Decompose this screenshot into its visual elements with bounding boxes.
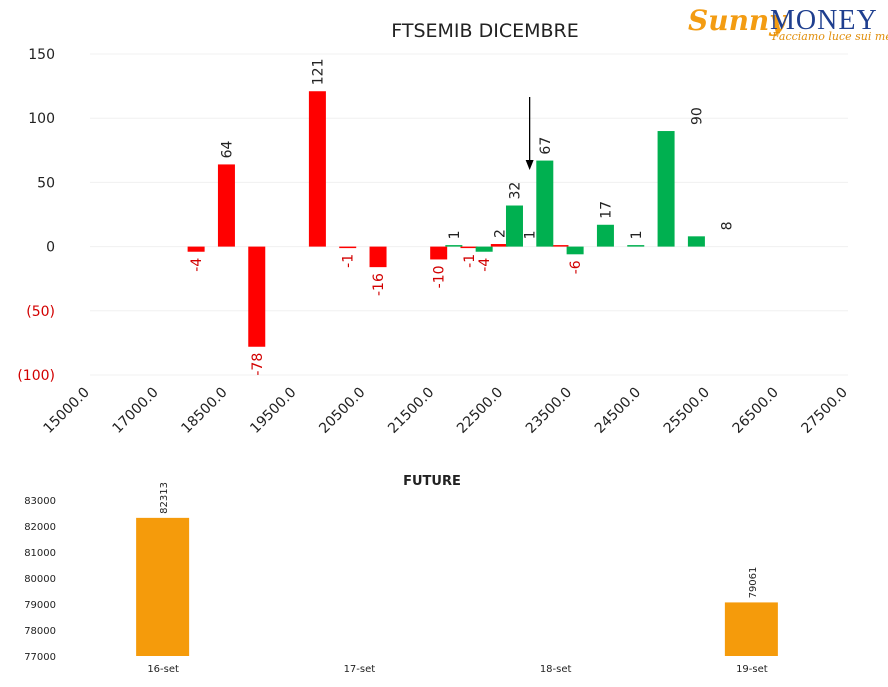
future-data-labels: 82313 79061 (159, 482, 759, 598)
main-data-label: 1 (523, 230, 539, 239)
future-x-tick-label: 18-set (540, 664, 572, 675)
main-bar (475, 246, 493, 252)
main-x-tick-label: 23500.0 (523, 385, 575, 437)
main-bar (248, 246, 266, 347)
future-data-label: 82313 (159, 482, 170, 514)
main-bar (217, 164, 235, 247)
main-bar (339, 246, 357, 249)
main-data-label: -10 (432, 265, 448, 288)
main-y-tick-label: 50 (37, 175, 55, 191)
main-y-tick-label: 150 (28, 47, 55, 63)
main-bar (627, 245, 645, 247)
down-arrow-icon (525, 97, 534, 170)
future-bars (136, 517, 778, 656)
main-bar (551, 245, 569, 247)
logo-tagline: Facciamo luce sui mercati (772, 30, 888, 43)
main-data-label: 17 (598, 201, 614, 219)
future-y-tick-label: 82000 (24, 522, 56, 533)
future-x-axis: 16-set 17-set 18-set 19-set (147, 664, 767, 675)
main-y-tick-label: 100 (28, 111, 55, 127)
future-y-tick-label: 81000 (24, 548, 56, 559)
future-y-tick-label: 77000 (24, 652, 56, 663)
main-data-label: 90 (689, 107, 705, 125)
future-y-axis: 83000 82000 81000 80000 79000 78000 77000 (24, 496, 56, 663)
main-bar (430, 246, 448, 260)
main-data-label: -6 (568, 260, 584, 274)
main-x-tick-label: 27500.0 (799, 385, 851, 437)
arrow-head (525, 160, 534, 170)
main-x-tick-label: 21500.0 (385, 385, 437, 437)
future-y-tick-label: 80000 (24, 574, 56, 585)
future-bar (136, 517, 190, 656)
main-x-tick-label: 25500.0 (661, 385, 713, 437)
main-data-label: 1 (629, 230, 645, 239)
main-gridlines (90, 53, 848, 376)
main-bar (566, 246, 584, 255)
future-y-tick-label: 79000 (24, 600, 56, 611)
main-data-label: 64 (219, 141, 235, 159)
main-chart-title: FTSEMIB DICEMBRE (391, 20, 578, 42)
main-data-label: -1 (462, 254, 478, 268)
future-chart-title: FUTURE (403, 474, 461, 489)
main-bar (536, 160, 554, 247)
main-y-axis: 150 100 50 0 (50) (100) (17, 47, 55, 384)
main-bar (460, 246, 478, 249)
logo-sunny-text: Sunny (688, 4, 786, 37)
main-bar (490, 244, 508, 247)
logo-money-text: MONEY (770, 5, 878, 36)
future-x-tick-label: 17-set (344, 664, 376, 675)
main-data-label: -16 (371, 273, 387, 296)
main-data-label: 121 (310, 59, 326, 86)
main-x-tick-label: 18500.0 (178, 385, 230, 437)
main-data-label: 2 (492, 229, 508, 238)
main-y-tick-label: (50) (26, 304, 55, 320)
main-data-label: -4 (477, 258, 493, 272)
main-data-label: -4 (189, 258, 205, 272)
future-data-label: 79061 (748, 567, 759, 599)
main-x-tick-label: 26500.0 (730, 385, 782, 437)
future-y-tick-label: 83000 (24, 496, 56, 507)
main-data-label: 8 (720, 221, 736, 230)
main-data-label: -78 (250, 353, 266, 376)
future-bar (724, 602, 778, 656)
main-data-label: -1 (341, 254, 357, 268)
main-x-tick-label: 20500.0 (316, 385, 368, 437)
future-x-tick-label: 16-set (147, 664, 179, 675)
main-x-tick-label: 19500.0 (247, 385, 299, 437)
main-y-tick-label: (100) (17, 368, 55, 384)
main-bar (369, 246, 387, 268)
main-data-label: 1 (447, 230, 463, 239)
main-x-tick-label: 15000.0 (41, 385, 93, 437)
main-bar (687, 236, 705, 247)
main-bar (505, 205, 523, 247)
future-x-tick-label: 19-set (736, 664, 768, 675)
brand-logo: Sunny MONEY Facciamo luce sui mercati (688, 4, 888, 44)
main-bar (445, 245, 463, 247)
main-x-tick-label: 24500.0 (592, 385, 644, 437)
main-data-label: 67 (538, 137, 554, 155)
main-x-tick-label: 22500.0 (454, 385, 506, 437)
main-x-axis: 15000.0 17000.0 18500.0 19500.0 20500.0 21500… (41, 385, 851, 437)
main-bar (596, 224, 614, 247)
main-bars (187, 91, 705, 347)
main-y-tick-label: 0 (46, 240, 55, 256)
ftsemib-options-chart: FTSEMIB DICEMBRE 150 100 50 0 (50) (100) -4 64… (17, 20, 851, 437)
main-bar (657, 131, 675, 247)
future-y-tick-label: 78000 (24, 626, 56, 637)
main-data-label: 32 (507, 182, 523, 200)
main-bar (187, 246, 205, 252)
main-bar (308, 91, 326, 247)
main-x-tick-label: 17000.0 (109, 385, 161, 437)
future-chart: FUTURE 83000 82000 81000 80000 79000 78000 770… (24, 474, 778, 675)
